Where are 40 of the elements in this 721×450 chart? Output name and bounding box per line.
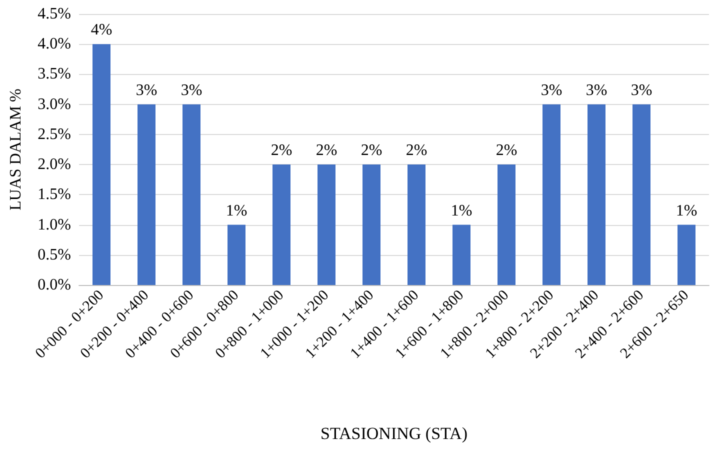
y-tick-label: 4.0% [38, 36, 71, 53]
data-label: 1% [450, 202, 472, 220]
data-label: 2% [496, 142, 518, 160]
bar [272, 164, 290, 285]
data-label: 3% [540, 82, 562, 99]
bar [138, 104, 156, 285]
data-label: 1% [676, 202, 698, 220]
data-label: 3% [630, 82, 652, 99]
bar [362, 164, 380, 285]
y-tick-label: 1.5% [38, 186, 71, 204]
bar [92, 44, 110, 285]
data-label: 3% [136, 82, 158, 99]
y-tick-label: 1.0% [38, 216, 71, 234]
bar [542, 104, 560, 285]
data-label: 4% [90, 22, 112, 39]
y-tick-label: 0.5% [38, 246, 71, 264]
y-axis-title: LUAS DALAM % [8, 88, 24, 210]
bar [452, 224, 470, 285]
bar [182, 104, 200, 285]
y-tick-label: 2.0% [38, 156, 71, 174]
bar [588, 104, 606, 285]
bar [632, 104, 650, 285]
x-axis-title: STASIONING (STA) [320, 424, 468, 443]
data-label: 2% [360, 142, 382, 160]
y-tick-label: 3.5% [38, 66, 71, 83]
y-tick-label: 2.5% [38, 126, 71, 143]
bar [228, 224, 246, 285]
y-tick-label: 0.0% [38, 276, 71, 294]
data-label: 1% [226, 202, 248, 220]
data-label: 2% [270, 142, 292, 160]
bar [408, 164, 426, 285]
bar [678, 224, 696, 285]
data-label: 2% [406, 142, 428, 160]
y-tick-label: 4.5% [38, 6, 71, 22]
data-label: 3% [586, 82, 608, 99]
data-label: 2% [316, 142, 338, 160]
y-tick-label: 3.0% [38, 96, 71, 113]
bar [498, 164, 516, 285]
bar [318, 164, 336, 285]
data-label: 3% [180, 82, 202, 99]
